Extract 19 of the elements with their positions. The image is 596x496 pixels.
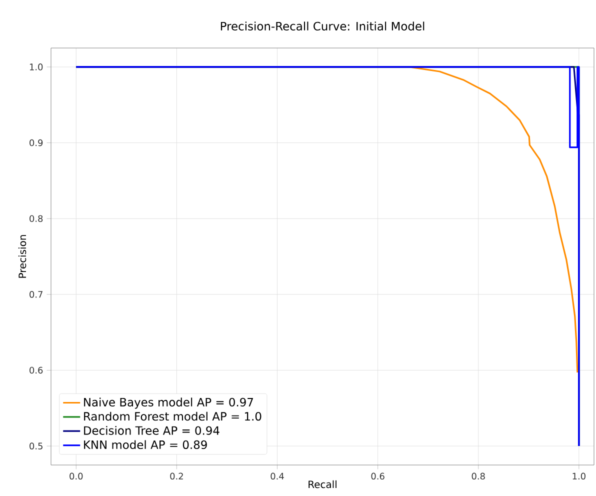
x-tick-label: 0.6 <box>371 472 384 480</box>
y-tick-label: 0.5 <box>30 442 42 450</box>
x-axis-title: Recall <box>308 480 336 488</box>
legend-label: Decision Tree AP = 0.94 <box>84 426 220 435</box>
chart-title: Precision-Recall Curve: Initial Model <box>220 22 424 30</box>
x-tick-label: 1.0 <box>572 472 586 480</box>
y-tick-label: 0.9 <box>30 139 43 146</box>
x-tick-label: 0.4 <box>270 472 284 480</box>
y-tick-label: 0.6 <box>30 366 43 374</box>
legend-label: KNN model AP = 0.89 <box>84 440 207 450</box>
x-tick-label: 0.8 <box>472 472 485 480</box>
y-tick-label: 0.7 <box>30 291 42 298</box>
y-tick-label: 0.8 <box>30 215 43 222</box>
y-tick-label: 1.0 <box>30 64 43 70</box>
legend-label: Naive Bayes model AP = 0.97 <box>84 398 253 409</box>
x-tick-label: 0.2 <box>170 472 183 480</box>
legend-label: Random Forest model AP = 1.0 <box>84 412 262 421</box>
y-axis-title: Precision <box>18 235 26 278</box>
x-tick-label: 0.0 <box>70 472 83 480</box>
